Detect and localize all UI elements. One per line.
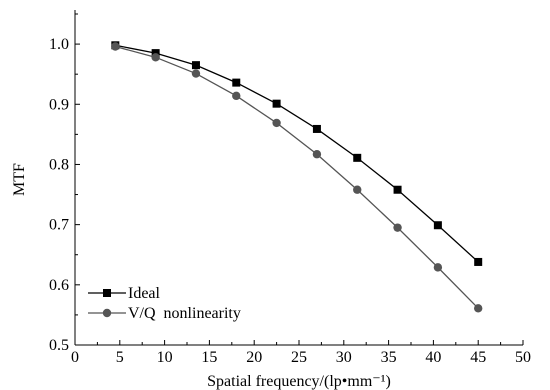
legend-item: Ideal	[88, 285, 161, 302]
data-point	[151, 53, 160, 62]
data-point	[272, 99, 281, 108]
x-tick-label: 30	[336, 349, 352, 366]
data-point	[353, 185, 362, 194]
data-point	[151, 49, 160, 58]
x-ticks: 0 5 10 15 20 25 30 35 40 45 50	[71, 340, 531, 366]
data-point	[474, 257, 483, 266]
y-tick-label: 0.9	[49, 96, 69, 113]
series-layer	[111, 41, 483, 313]
data-point	[232, 78, 241, 87]
data-point	[393, 223, 402, 232]
x-tick-label: 20	[246, 349, 262, 366]
y-tick-label: 0.8	[49, 156, 69, 173]
data-point	[232, 91, 241, 101]
data-point	[353, 153, 362, 162]
data-point	[393, 185, 402, 194]
series-ideal	[111, 41, 483, 266]
x-tick-label: 15	[201, 349, 217, 366]
data-point	[272, 118, 281, 128]
data-point	[433, 221, 442, 230]
x-tick-label: 25	[291, 349, 307, 366]
y-tick-label: 0.6	[49, 277, 69, 294]
data-point	[111, 42, 120, 51]
legend-label: Ideal	[128, 285, 161, 302]
x-tick-label: 35	[381, 349, 397, 366]
legend-label: V/Q nonlinearity	[128, 305, 241, 322]
x-tick-label: 10	[157, 349, 173, 366]
x-axis-title: Spatial frequency/(lp•mm⁻¹)	[207, 373, 391, 390]
data-point	[433, 263, 443, 272]
data-point	[474, 304, 483, 313]
x-tick-label: 0	[71, 349, 79, 366]
legend-marker	[102, 308, 112, 318]
data-point	[191, 61, 200, 70]
y-axis-title: MTF	[11, 163, 28, 196]
series-line	[115, 44, 479, 263]
series-vq-nonlinearity	[111, 42, 483, 313]
x-tick-label: 50	[515, 349, 531, 366]
legend-item: V/Q nonlinearity	[88, 305, 241, 322]
x-tick-label: 45	[470, 349, 486, 366]
y-tick-label: 0.5	[49, 337, 69, 354]
x-tick-label: 5	[116, 349, 124, 366]
y-ticks: 0.5 0.6 0.7 0.8 0.9 1.0	[49, 13, 80, 354]
series-line	[115, 45, 479, 309]
legend-marker	[103, 289, 111, 297]
data-point	[312, 124, 321, 133]
y-tick-label: 0.7	[49, 217, 69, 234]
data-point	[312, 150, 322, 159]
x-tick-label: 40	[425, 349, 441, 366]
legend: Ideal V/Q nonlinearity	[88, 285, 241, 322]
y-tick-label: 1.0	[49, 36, 69, 53]
data-point	[191, 69, 201, 78]
